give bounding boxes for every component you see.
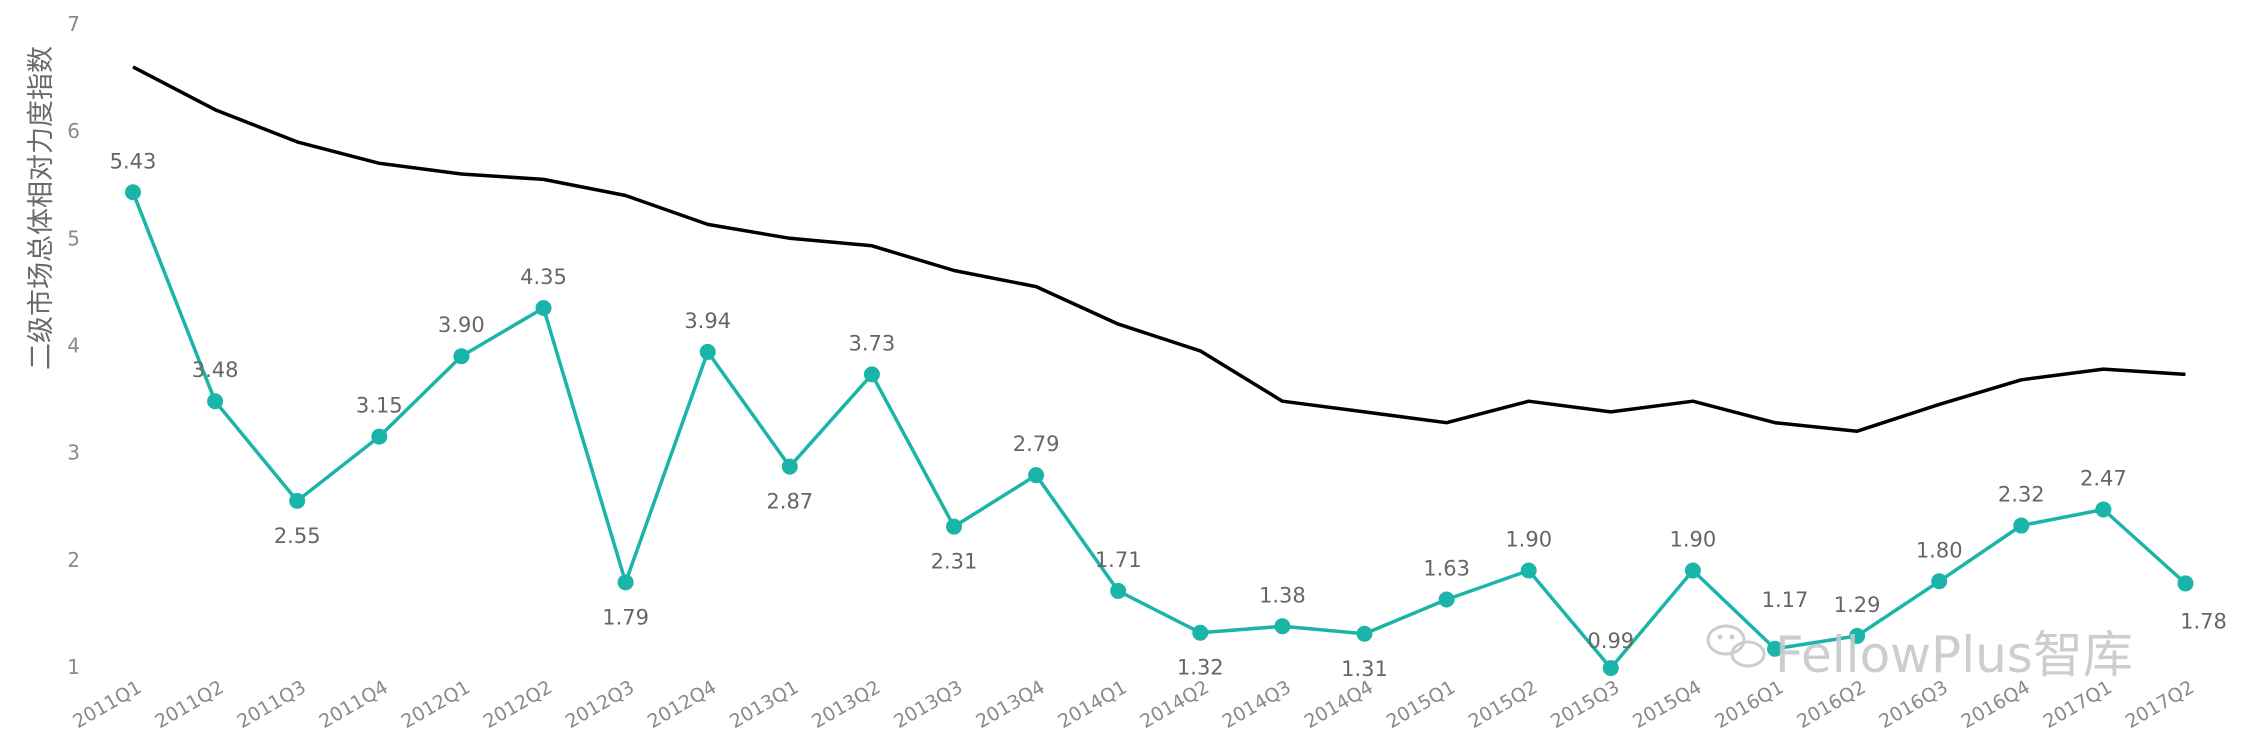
data-point [699,343,716,360]
x-tick-label: 2011Q2 [151,676,227,733]
data-point [1767,640,1783,657]
y-tick-label: 2 [67,548,80,572]
data-point [289,492,306,509]
series-line-black [132,65,2186,433]
x-tick-label: 2016Q1 [1711,676,1787,733]
data-label: 4.35 [520,265,567,289]
data-label: 1.90 [1505,528,1552,552]
y-axis-label: 二级市场总体相对力度指数 [26,46,57,370]
data-label: 1.32 [1177,656,1224,680]
data-label: 3.48 [192,358,239,382]
y-tick-label: 4 [67,334,80,358]
data-labels: 5.43 3.48 2.55 3.15 3.90 4.35 1.79 3.94 2.87 3.73… [110,149,2227,681]
data-point [863,366,880,383]
data-label: 2.47 [2080,466,2127,490]
data-label: 3.94 [684,309,731,333]
data-point [1849,627,1866,644]
data-label: 0.99 [1587,629,1634,653]
data-label: 2.55 [274,524,321,548]
data-label: 2.87 [766,490,813,514]
x-tick-label: 2015Q4 [1629,676,1705,733]
data-point [125,184,141,201]
x-tick-label: 2012Q4 [644,676,720,733]
data-point [1931,573,1948,590]
data-label: 1.71 [1095,548,1142,572]
y-tick-label: 6 [67,119,80,143]
data-point [2177,575,2194,592]
data-label: 5.43 [110,149,157,173]
x-tick-label: 2011Q4 [315,676,391,733]
data-label: 1.90 [1670,528,1717,552]
data-label: 2.31 [931,550,978,574]
data-point [2095,501,2112,518]
data-point [1192,624,1209,641]
data-label: 1.80 [1916,538,1963,562]
data-label: 1.78 [2180,609,2227,633]
watermark: FellowPlus智库 [1706,624,2133,684]
watermark-text: FellowPlus智库 [1775,626,2133,684]
x-tick-label: 2013Q2 [808,676,884,733]
x-tick-label: 2015Q1 [1383,676,1459,733]
data-label: 1.17 [1762,588,1809,612]
y-tick-label: 3 [67,441,80,465]
y-axis: 1 2 3 4 5 6 7 [67,12,80,679]
data-point [946,518,962,535]
data-label: 3.90 [438,313,485,337]
data-point [1356,625,1373,642]
x-tick-label: 2012Q1 [398,676,474,733]
data-point [371,428,388,445]
x-tick-label: 2014Q3 [1219,676,1295,733]
x-tick-label: 2014Q2 [1136,676,1212,733]
data-label: 1.31 [1341,657,1388,681]
x-tick-label: 2014Q1 [1054,676,1130,733]
data-point [1028,467,1045,484]
x-tick-label: 2013Q3 [890,676,966,733]
x-tick-label: 2017Q1 [2040,676,2116,733]
x-tick-label: 2012Q3 [562,676,638,733]
data-label: 3.15 [356,394,403,418]
data-point [535,299,552,316]
data-point [1602,660,1619,677]
data-label: 2.79 [1013,432,1060,456]
x-tick-label: 2016Q3 [1875,676,1951,733]
series-line-teal [131,191,2187,670]
data-label: 2.32 [1998,483,2045,507]
data-label: 1.38 [1259,583,1306,607]
y-tick-label: 7 [67,12,80,36]
wechat-icon [1706,624,1766,668]
x-tick-label: 2011Q1 [69,676,145,733]
data-point [1684,562,1701,579]
x-axis: 2011Q1 2011Q2 2011Q3 2011Q4 2012Q1 2012Q2 2012… [69,676,2198,733]
x-tick-label: 2011Q3 [233,676,309,733]
x-tick-label: 2016Q2 [1793,676,1869,733]
data-point [207,393,224,410]
data-point [617,574,634,591]
data-label: 1.29 [1834,593,1881,617]
data-label: 1.63 [1423,556,1470,580]
data-point [1438,591,1455,608]
x-tick-label: 2015Q3 [1547,676,1623,733]
y-tick-label: 1 [67,655,80,679]
data-point [453,348,470,365]
x-tick-label: 2015Q2 [1465,676,1541,733]
data-point [781,458,798,475]
x-tick-label: 2017Q2 [2122,676,2198,733]
x-tick-label: 2013Q4 [972,676,1048,733]
data-label: 1.79 [602,605,649,629]
data-point [1274,618,1291,635]
data-point [1110,582,1127,599]
x-tick-label: 2014Q4 [1301,676,1377,733]
data-label: 3.73 [849,331,896,355]
data-point [1520,562,1537,579]
x-tick-label: 2013Q1 [726,676,802,733]
y-tick-label: 5 [67,226,80,250]
x-tick-label: 2012Q2 [480,676,556,733]
x-tick-label: 2016Q4 [1957,676,2033,733]
plot-area [125,65,2194,677]
data-point [2013,517,2030,534]
